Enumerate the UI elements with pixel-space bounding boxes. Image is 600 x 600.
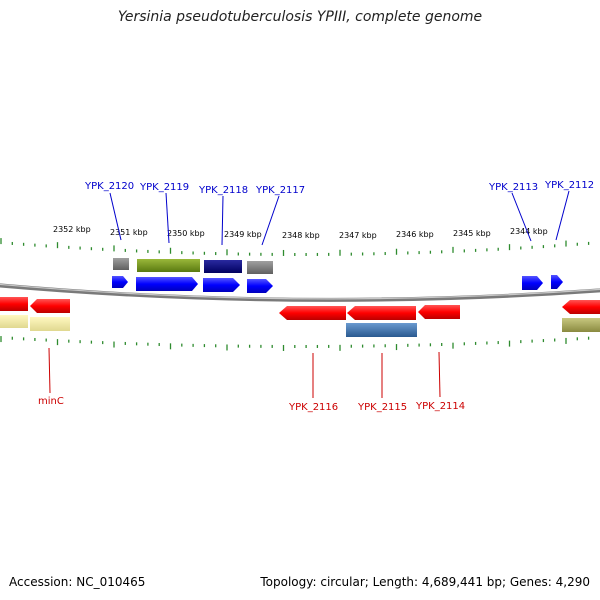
genome-backbone (0, 283, 600, 302)
gene-label[interactable]: YPK_2112 (544, 180, 594, 191)
accession-text: Accession: NC_010465 (9, 575, 146, 589)
top-gene-labels: YPK_2120 YPK_2119 YPK_2118 YPK_2117 YPK_… (84, 180, 594, 196)
gene-label[interactable]: YPK_2114 (415, 401, 465, 412)
genome-stats-text: Topology: circular; Length: 4,689,441 bp… (260, 575, 590, 589)
feature-box-gray[interactable] (247, 261, 273, 274)
scale-label: 2346 kbp (396, 230, 434, 239)
gene-arrow-reverse[interactable] (0, 297, 28, 311)
scale-label: 2351 kbp (110, 228, 148, 237)
bottom-gene-labels: minC YPK_2116 YPK_2115 YPK_2114 (38, 396, 465, 413)
feature-box-olive[interactable] (137, 259, 200, 272)
scale-label: 2345 kbp (453, 229, 491, 238)
gene-label[interactable]: YPK_2120 (84, 181, 134, 192)
genome-backbone-highlight (0, 283, 600, 300)
gene-arrow-forward[interactable] (112, 276, 128, 288)
scale-label: 2348 kbp (282, 231, 320, 240)
feature-box-navy[interactable] (204, 260, 242, 273)
scale-label: 2344 kbp (510, 227, 548, 236)
scale-ticks-top (0, 238, 590, 256)
gene-arrow-reverse[interactable] (347, 306, 416, 320)
scale-label: 2350 kbp (167, 229, 205, 238)
scale-labels: 2352 kbp 2351 kbp 2350 kbp 2349 kbp 2348… (53, 225, 548, 240)
scale-ticks-bottom (0, 336, 590, 351)
scale-label: 2349 kbp (224, 230, 262, 239)
gene-arrow-forward[interactable] (136, 277, 198, 291)
feature-box-steel[interactable] (346, 323, 417, 337)
gene-arrow-forward[interactable] (203, 278, 240, 292)
gene-label[interactable]: YPK_2113 (488, 182, 538, 193)
gene-label[interactable]: YPK_2115 (357, 402, 407, 413)
feature-box-pale[interactable] (0, 315, 28, 328)
gene-arrow-forward[interactable] (522, 276, 543, 290)
gene-arrow-reverse[interactable] (279, 306, 346, 320)
genome-title: Yersinia pseudotuberculosis YPIII, compl… (117, 9, 483, 25)
gene-arrow-reverse[interactable] (562, 300, 600, 314)
feature-box-gray[interactable] (113, 258, 129, 270)
gene-label[interactable]: minC (38, 396, 64, 407)
scale-label: 2347 kbp (339, 231, 377, 240)
gene-label[interactable]: YPK_2117 (255, 185, 305, 196)
gene-arrow-forward[interactable] (247, 279, 273, 293)
feature-box-khaki[interactable] (562, 318, 600, 332)
scale-label: 2352 kbp (53, 225, 91, 234)
gene-label[interactable]: YPK_2118 (198, 185, 248, 196)
gene-arrow-reverse[interactable] (30, 299, 70, 313)
feature-box-pale[interactable] (30, 317, 70, 331)
gene-arrow-forward[interactable] (551, 275, 563, 289)
top-label-lines (109, 190, 570, 246)
gene-arrow-reverse[interactable] (418, 305, 460, 319)
bottom-label-lines (48, 347, 441, 398)
gene-label[interactable]: YPK_2119 (139, 182, 189, 193)
gene-label[interactable]: YPK_2116 (288, 402, 338, 413)
